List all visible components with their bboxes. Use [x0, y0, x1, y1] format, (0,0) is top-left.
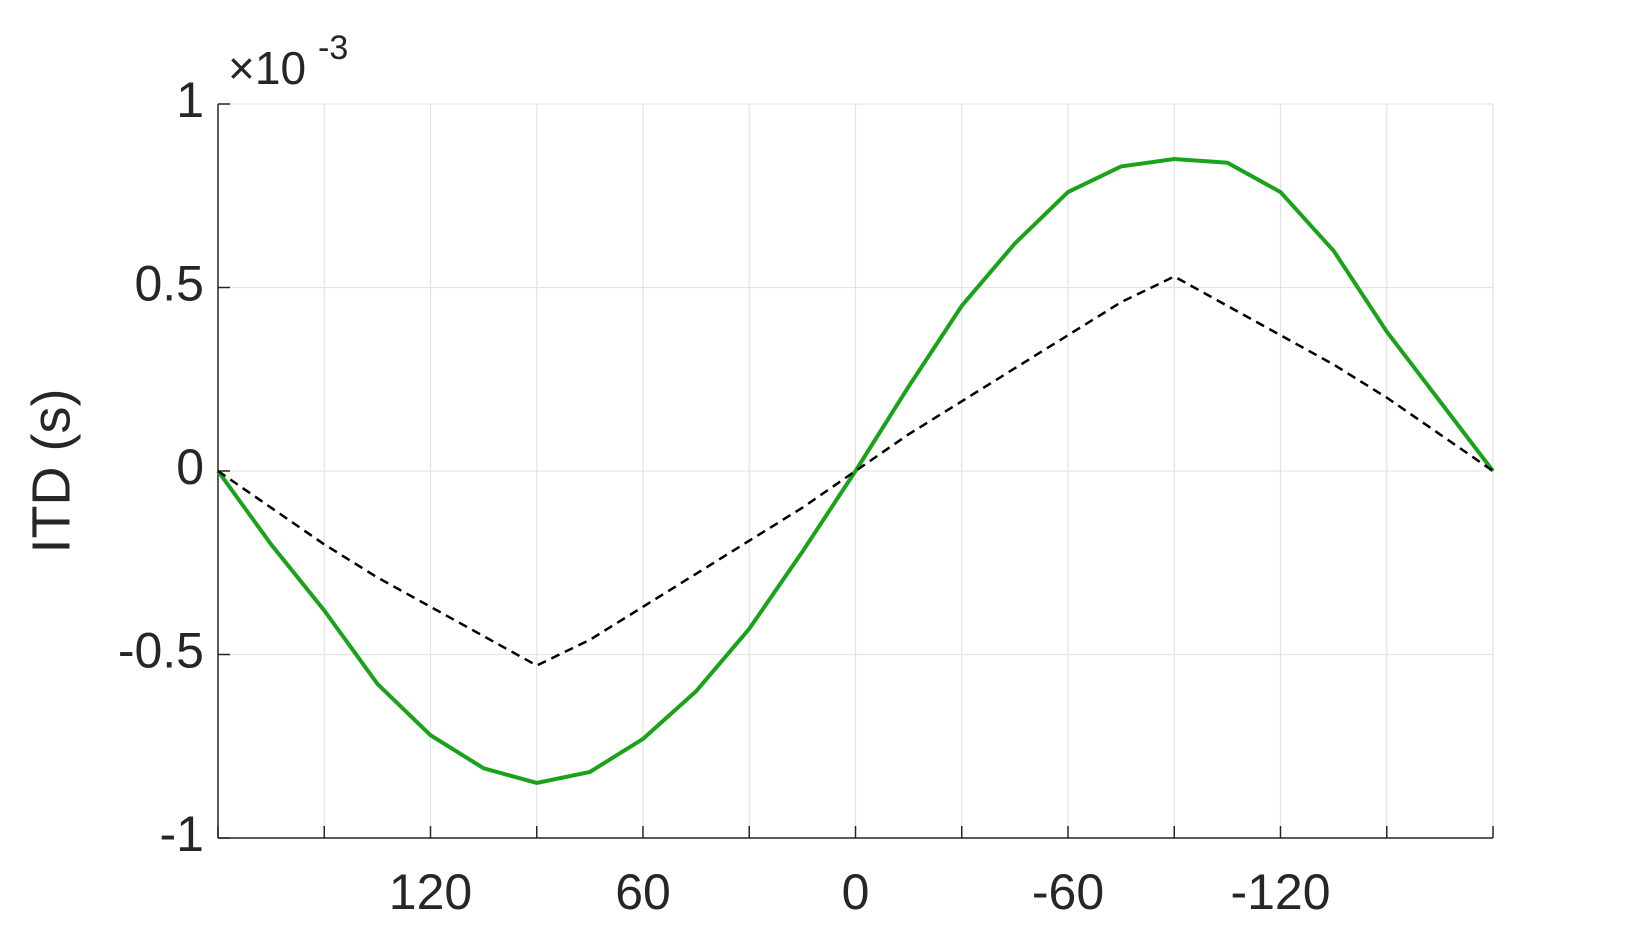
y-tick-label: 0.5: [134, 256, 204, 312]
y-exponent-base: ×10: [228, 42, 306, 94]
y-tick-label: -0.5: [118, 623, 204, 679]
x-tick-label: 60: [615, 864, 671, 920]
y-tick-label: -1: [160, 806, 204, 862]
y-tick-label: 0: [176, 439, 204, 495]
series-line: [216, 157, 1495, 786]
x-tick-label: 0: [842, 864, 870, 920]
x-tick-label: -60: [1032, 864, 1104, 920]
y-exponent-power: -3: [318, 29, 348, 67]
y-tick-label: 1: [176, 72, 204, 128]
x-tick-label: 120: [389, 864, 472, 920]
x-tick-label: -120: [1230, 864, 1330, 920]
y-axis-label: ITD (s): [21, 389, 81, 554]
